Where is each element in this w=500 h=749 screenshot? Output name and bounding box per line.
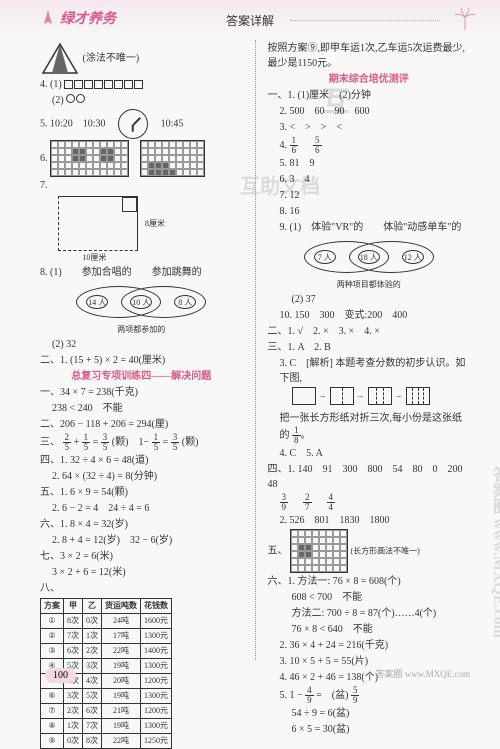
venn2-label: 两种项目都体验的 (268, 279, 471, 291)
fold-diagram: → → → (268, 387, 430, 405)
r6-5c: 6 × 5 = 30(盆) (268, 722, 471, 737)
final-title: 期末综合培优测评 (268, 72, 471, 87)
item-8: 8. (1) 参加合唱的 参加跳舞的 (40, 265, 243, 280)
r1-7: 7. 12 (268, 188, 471, 203)
r1-9-2: (2) 37 (268, 292, 471, 307)
r1-8: 8. 16 (268, 204, 471, 219)
t3: 三、 25 + 15 = 35 (颗) 1− 15 = 35 (颗) (40, 433, 243, 452)
t4: 四、1. 32 ÷ 4 × 6 = 48(道) (40, 453, 243, 468)
r5: 五、 (长方形画法不唯一) (268, 529, 471, 573)
t5-2: 2. 6 − 2 = 4 24 ÷ 4 = 6 (40, 501, 243, 516)
r3-txt: 把一张长方形纸对折三次,每小份是这张纸的 18。 (268, 411, 471, 445)
r6-5b: 54 ÷ 9 = 6(盆) (268, 706, 471, 721)
t7: 七、3 × 2 = 6(米) (40, 549, 243, 564)
site-credit: 答案圈 www.MXQE.com (375, 667, 470, 680)
item-4b: (2) (40, 93, 243, 108)
square-group (64, 80, 143, 89)
r1-2: 2. 500 60 90 600 (268, 104, 471, 119)
r6-2: 2. 36 × 4 + 24 = 216(千克) (268, 638, 471, 653)
rect-label-r: 8厘米 (145, 218, 165, 230)
r6: 六、1. 方法一: 76 × 8 = 608(个) (268, 574, 471, 589)
venn-diagram-2: 7 人 18 人 12 人 (304, 237, 434, 277)
t8: 八、 (40, 581, 243, 596)
r2: 二、1. √ 2. × 3. × 4. × (268, 324, 471, 339)
venn-diagram-1: 14 人 10 人 8 人 (76, 282, 206, 322)
r3: 三、1. A 2. B (268, 340, 471, 355)
page-title: 答案详解 (226, 12, 274, 29)
r1-5: 5. 81 9 (268, 156, 471, 171)
grid-2 (140, 140, 205, 177)
decorative-line (290, 20, 440, 22)
r6-5: 5. 1 − 49 = (盆) 59 (268, 686, 471, 705)
r3-4: 4. C 5. A (268, 446, 471, 461)
rect-label-b: 10厘米 (82, 252, 106, 264)
t6: 六、1. 8 × 4 = 32(岁) (40, 517, 243, 532)
sail-icon (40, 8, 56, 28)
item-6: 6. (40, 140, 243, 177)
brand-logo: 绿才养务 (40, 8, 116, 28)
r6-1c: 方法二: 700 ÷ 8 = 87(个)……4(个) (268, 606, 471, 621)
page-number: 100 (45, 668, 76, 683)
item-5: 5. 10:20 10:30 10:45 (40, 109, 243, 139)
right-column: 按照方案⑨,即甲车运1次,乙车运5次运费最少,最少是1150元。 期末综合培优测… (256, 40, 471, 660)
r4-2: 2. 526 801 1830 1800 (268, 513, 471, 528)
item-4: 4. (1) (40, 77, 243, 92)
triangle-icon (40, 41, 80, 76)
sec2: 二、1. (15 + 5) × 2 = 40(厘米) (40, 353, 243, 368)
left-column: (涂法不唯一) 4. (1) (2) 5. 10:20 10:30 10:45 … (40, 40, 255, 660)
item-8-2: (2) 32 (40, 337, 243, 352)
r1-1: 一、1. (1)厘米 (2)分钟 (268, 88, 471, 103)
t7-2: 3 × 2 + 6 = 12(米) (40, 565, 243, 580)
grid-3 (290, 529, 348, 573)
brand-text: 绿才养务 (60, 8, 116, 28)
r1-9: 9. (1) 体验"VR"的 体验"动感单车"的 (268, 220, 471, 235)
r1-6: 6. 3 4 (268, 172, 471, 187)
t1: 一、34 × 7 = 238(千克) (40, 385, 243, 400)
t1b: 238 < 240 不能 (40, 401, 243, 416)
t5: 五、1. 6 × 9 = 54(颗) (40, 485, 243, 500)
r1-10: 10. 150 300 变式:200 400 (268, 308, 471, 323)
r1-3: 3. < > > < (268, 120, 471, 135)
page-header: 绿才养务 答案详解 (0, 0, 500, 40)
palm-icon (450, 5, 480, 35)
item-3: (涂法不唯一) (40, 41, 243, 76)
r4: 四、1. 140 91 300 800 54 80 0 200 48 (268, 462, 471, 492)
clock-icon (118, 109, 148, 139)
note-text: (涂法不唯一) (83, 53, 140, 64)
r-top: 按照方案⑨,即甲车运1次,乙车运5次运费最少,最少是1150元。 (268, 41, 471, 71)
dashed-rect: 8厘米 10厘米 (58, 196, 138, 251)
r4-frac: 39 27 44 (268, 493, 471, 512)
r5-note: (长方形画法不唯一) (351, 546, 420, 555)
item-7: 7. 8厘米 10厘米 (40, 178, 243, 251)
venn-label: 两项都参加的 (40, 324, 243, 336)
t6-2: 2. 8 + 4 = 12(岁) 32 − 6(岁) (40, 533, 243, 548)
r3-3: 3. C [解析] 本题考查分数的初步认识。如下图, (268, 356, 471, 386)
r6-1b: 608 < 700 不能 (268, 590, 471, 605)
training-title: 总复习专项训练四——解决问题 (40, 369, 243, 384)
r1-4: 4. 16 56 (268, 136, 471, 155)
content-area: (涂法不唯一) 4. (1) (2) 5. 10:20 10:30 10:45 … (0, 40, 500, 660)
t4-2: 2. 64 × (32 ÷ 4) = 8(分钟) (40, 469, 243, 484)
t2: 二、206 − 118 + 206 = 294(厘) (40, 417, 243, 432)
grid-1 (50, 140, 129, 177)
r6-1d: 76 × 8 < 640 不能 (268, 622, 471, 637)
